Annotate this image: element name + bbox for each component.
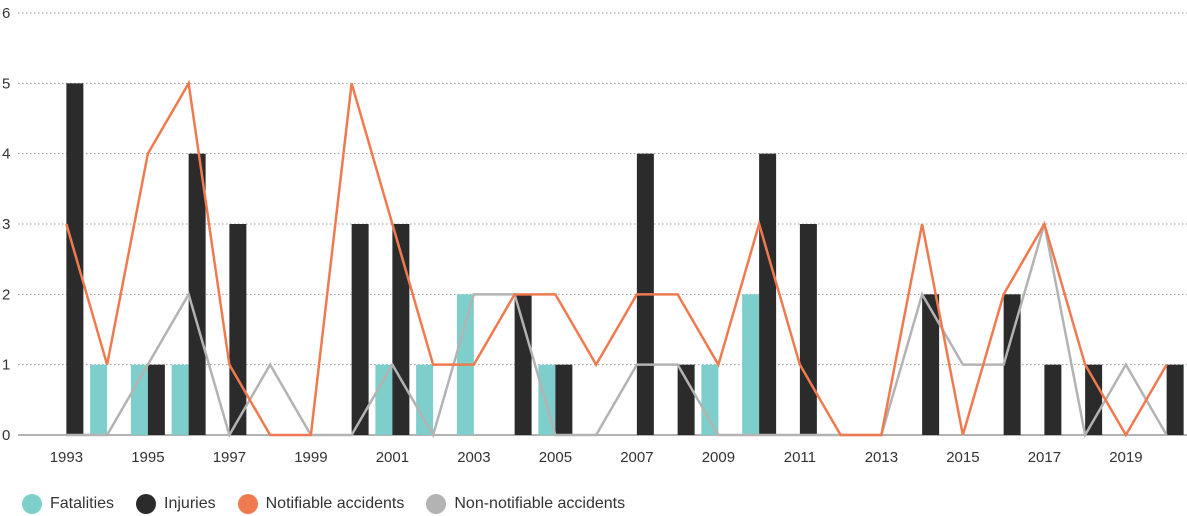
bar-injuries: [66, 83, 84, 435]
x-tick-label: 1997: [213, 449, 246, 466]
x-tick-label: 2007: [620, 449, 653, 466]
legend: Fatalities Injuries Notifiable accidents…: [22, 494, 647, 514]
x-axis-ticks: 1993 1995 1997 1999 2001 2003 2005 2007 2009 2011…: [50, 449, 1143, 466]
bars: [66, 83, 1184, 435]
x-tick-label: 1999: [294, 449, 327, 466]
bar-injuries: [1166, 364, 1184, 435]
legend-swatch-injuries: [136, 494, 157, 514]
gridlines: [18, 12, 1187, 436]
y-tick-label: 4: [2, 146, 10, 163]
y-axis-ticks: 0 1 2 3 4 5 6: [2, 5, 10, 444]
x-tick-label: 2003: [457, 449, 490, 466]
x-tick-label: 2019: [1109, 449, 1142, 466]
legend-label: Injuries: [164, 495, 216, 512]
bar-injuries: [188, 153, 206, 435]
bar-injuries: [1044, 364, 1062, 435]
bar-injuries: [229, 224, 247, 435]
x-tick-label: 2015: [946, 449, 979, 466]
chart-area: 0 1 2 3 4 5 6 1993 1995 1997 1999 2001 2003 2005 2007…: [2, 5, 1187, 466]
x-tick-label: 2001: [376, 449, 409, 466]
bar-fatalities: [130, 364, 148, 435]
accidents-chart: 0 1 2 3 4 5 6 1993 1995 1997 1999 2001 2003 2005 2007…: [2, 5, 1187, 466]
y-tick-label: 2: [2, 286, 10, 303]
line-notifiable-accidents: [65, 79, 1168, 438]
legend-label: Notifiable accidents: [265, 495, 405, 512]
bar-injuries: [922, 294, 940, 435]
bar-fatalities: [90, 364, 108, 435]
legend-swatch-non-notifiable: [426, 494, 447, 514]
series-lines: [65, 79, 1168, 439]
legend-label: Fatalities: [50, 495, 115, 512]
x-tick-label: 2013: [865, 449, 898, 466]
bar-injuries: [799, 224, 817, 435]
y-tick-label: 0: [2, 427, 10, 444]
legend-item-fatalities: Fatalities: [22, 494, 114, 514]
bar-injuries: [1085, 364, 1103, 435]
x-tick-label: 1993: [50, 449, 83, 466]
x-tick-label: 2009: [702, 449, 735, 466]
bar-injuries: [759, 153, 777, 435]
bar-fatalities: [416, 364, 434, 435]
x-tick-label: 1995: [131, 449, 164, 466]
x-tick-label: 2011: [784, 449, 816, 466]
x-tick-label: 2005: [539, 449, 572, 466]
y-tick-label: 3: [2, 216, 10, 233]
legend-item-injuries: Injuries: [136, 494, 216, 514]
legend-swatch-notifiable: [237, 494, 258, 514]
bar-injuries: [514, 294, 532, 435]
legend-item-non-notifiable: Non-notifiable accidents: [426, 494, 625, 514]
bar-injuries: [677, 364, 695, 435]
bar-injuries: [351, 224, 369, 435]
legend-swatch-fatalities: [22, 494, 42, 514]
legend-label: Non-notifiable accidents: [454, 495, 626, 512]
bar-injuries: [147, 364, 165, 435]
bar-injuries: [1003, 294, 1021, 435]
bar-fatalities: [701, 364, 719, 435]
y-tick-label: 5: [2, 75, 10, 92]
bar-fatalities: [742, 294, 760, 435]
legend-item-notifiable: Notifiable accidents: [237, 494, 405, 514]
bar-injuries: [555, 364, 573, 435]
bar-fatalities: [375, 364, 393, 435]
x-tick-label: 2017: [1028, 449, 1061, 466]
bar-fatalities: [171, 364, 189, 435]
y-tick-label: 1: [2, 357, 10, 374]
bar-injuries: [392, 224, 410, 435]
y-tick-label: 6: [2, 5, 10, 22]
